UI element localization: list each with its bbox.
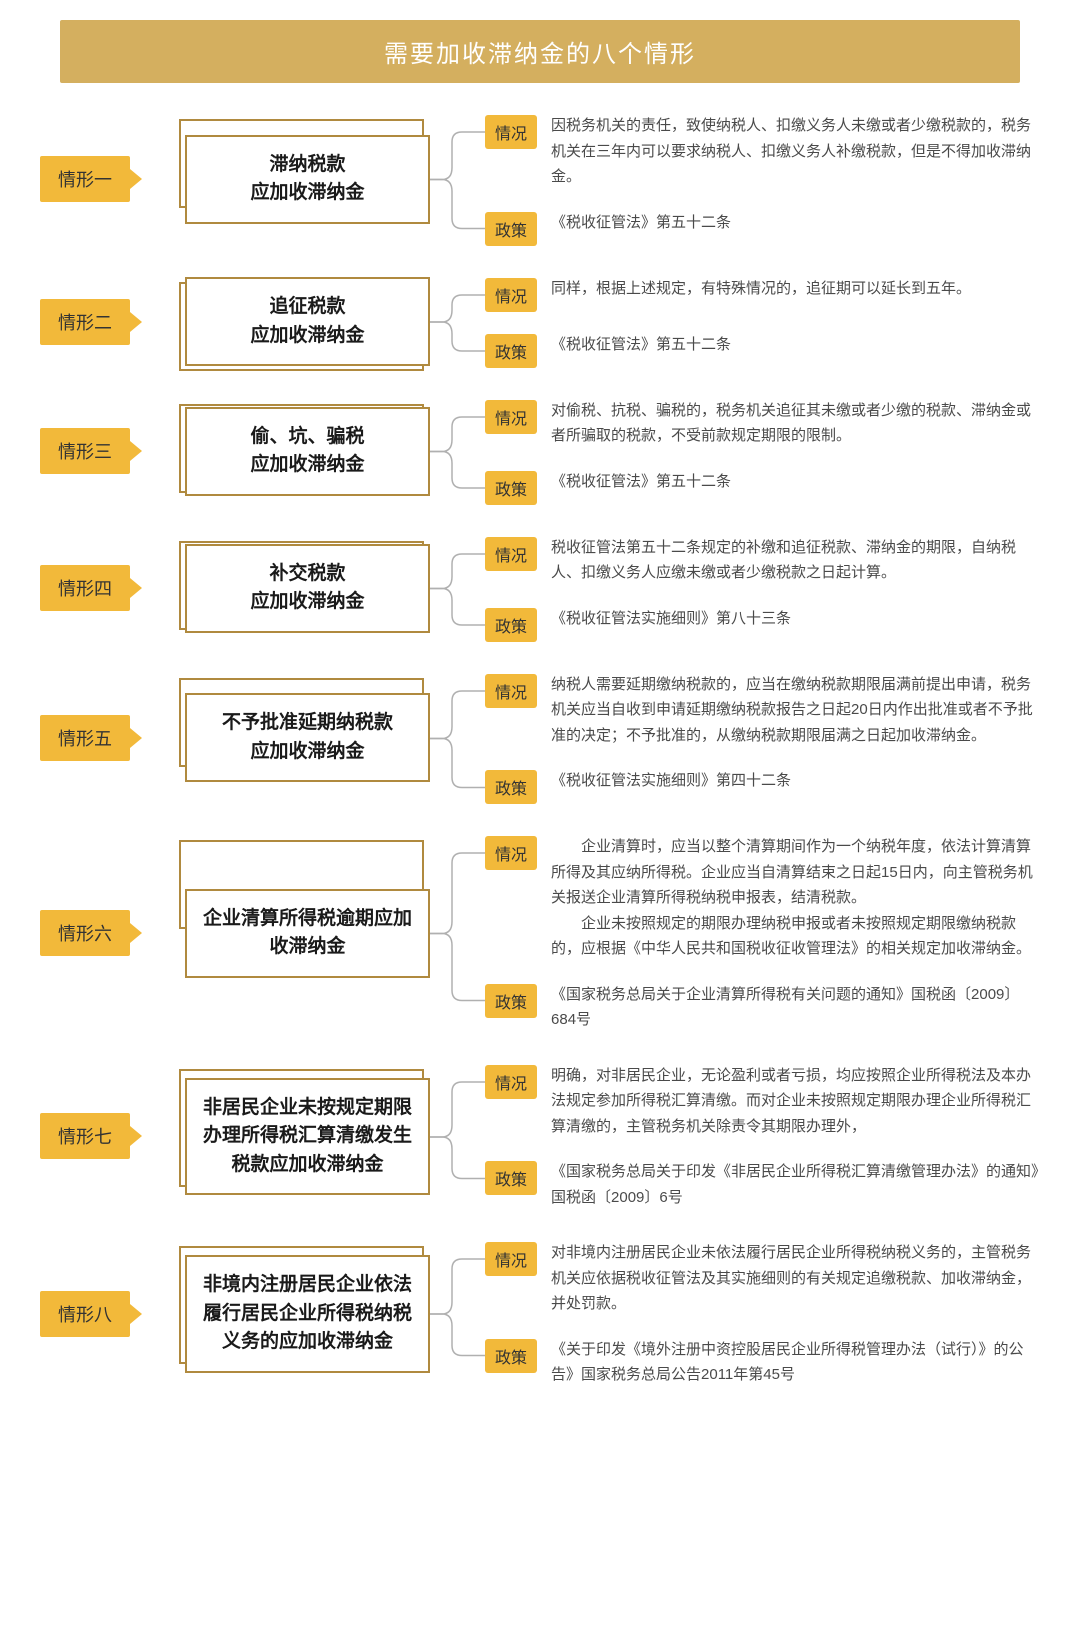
situation-text: 因税务机关的责任，致使纳税人、扣缴义务人未缴或者少缴税款的，税务机关在三年内可以… [551, 113, 1040, 190]
scenario-label: 情形三 [40, 428, 130, 474]
scenario-title-card: 偷、坑、骗税应加收滞纳金 [185, 407, 430, 496]
connector [430, 834, 485, 1033]
situation-tag: 情况 [485, 836, 537, 870]
scenario-label: 情形二 [40, 299, 130, 345]
policy-tag: 政策 [485, 770, 537, 804]
connector [430, 535, 485, 642]
bracket-icon [430, 535, 485, 642]
bracket-icon [430, 398, 485, 505]
connector [430, 398, 485, 505]
connector [430, 1063, 485, 1211]
scenario-label: 情形六 [40, 910, 130, 956]
scenario-row: 情形一 滞纳税款应加收滞纳金 情况因税务机关的责任，致使纳税人、扣缴义务人未缴或者… [40, 113, 1040, 246]
policy-text: 《税收征管法》第五十二条 [551, 210, 1040, 236]
situation-tag: 情况 [485, 674, 537, 708]
scenario-title-card: 补交税款应加收滞纳金 [185, 544, 430, 633]
policy-tag: 政策 [485, 212, 537, 246]
situation-text: 企业清算时，应当以整个清算期间作为一个纳税年度，依法计算清算所得及其应纳所得税。… [551, 834, 1040, 962]
scenario-title-card: 非居民企业未按规定期限办理所得税汇算清缴发生税款应加收滞纳金 [185, 1078, 430, 1196]
situation-tag: 情况 [485, 537, 537, 571]
page-title: 需要加收滞纳金的八个情形 [60, 20, 1020, 83]
scenario-row: 情形三 偷、坑、骗税应加收滞纳金 情况对偷税、抗税、骗税的，税务机关追征其未缴或者… [40, 398, 1040, 505]
scenario-row: 情形五 不予批准延期纳税款应加收滞纳金 情况纳税人需要延期缴纳税款的，应当在缴纳税… [40, 672, 1040, 805]
scenario-title-card: 不予批准延期纳税款应加收滞纳金 [185, 693, 430, 782]
connector [430, 113, 485, 246]
policy-text: 《关于印发《境外注册中资控股居民企业所得税管理办法（试行）》的公告》国家税务总局… [551, 1337, 1040, 1388]
situation-text: 税收征管法第五十二条规定的补缴和追征税款、滞纳金的期限，自纳税人、扣缴义务人应缴… [551, 535, 1040, 586]
connector [430, 672, 485, 805]
scenario-row: 情形二 追征税款应加收滞纳金 情况同样，根据上述规定，有特殊情况的，追征期可以延长… [40, 276, 1040, 368]
situation-tag: 情况 [485, 400, 537, 434]
situation-tag: 情况 [485, 1065, 537, 1099]
policy-tag: 政策 [485, 1161, 537, 1195]
scenario-label: 情形四 [40, 565, 130, 611]
scenario-row: 情形七 非居民企业未按规定期限办理所得税汇算清缴发生税款应加收滞纳金 情况明确，对… [40, 1063, 1040, 1211]
bracket-icon [430, 1240, 485, 1388]
situation-text: 同样，根据上述规定，有特殊情况的，追征期可以延长到五年。 [551, 276, 1040, 302]
bracket-icon [430, 672, 485, 805]
policy-tag: 政策 [485, 334, 537, 368]
policy-text: 《国家税务总局关于企业清算所得税有关问题的通知》国税函〔2009〕684号 [551, 982, 1040, 1033]
scenario-row: 情形六 企业清算所得税逾期应加收滞纳金 情况 企业清算时，应当以整个清算期间作为一… [40, 834, 1040, 1033]
policy-tag: 政策 [485, 608, 537, 642]
scenario-row: 情形八 非境内注册居民企业依法履行居民企业所得税纳税义务的应加收滞纳金 情况对非境… [40, 1240, 1040, 1388]
situation-tag: 情况 [485, 115, 537, 149]
situation-text: 对非境内注册居民企业未依法履行居民企业所得税纳税义务的，主管税务机关应依据税收征… [551, 1240, 1040, 1317]
bracket-icon [430, 113, 485, 246]
policy-text: 《国家税务总局关于印发《非居民企业所得税汇算清缴管理办法》的通知》国税函〔200… [551, 1159, 1040, 1210]
connector [430, 276, 485, 368]
scenario-label: 情形一 [40, 156, 130, 202]
situation-text: 明确，对非居民企业，无论盈利或者亏损，均应按照企业所得税法及本办法规定参加所得税… [551, 1063, 1040, 1140]
policy-text: 《税收征管法》第五十二条 [551, 469, 1040, 495]
scenario-label: 情形七 [40, 1113, 130, 1159]
situation-tag: 情况 [485, 1242, 537, 1276]
situation-text: 对偷税、抗税、骗税的，税务机关追征其未缴或者少缴的税款、滞纳金或者所骗取的税款，… [551, 398, 1040, 449]
policy-tag: 政策 [485, 471, 537, 505]
bracket-icon [430, 1063, 485, 1211]
scenario-title-card: 企业清算所得税逾期应加收滞纳金 [185, 889, 430, 978]
policy-text: 《税收征管法实施细则》第四十二条 [551, 768, 1040, 794]
scenario-row: 情形四 补交税款应加收滞纳金 情况税收征管法第五十二条规定的补缴和追征税款、滞纳金… [40, 535, 1040, 642]
situation-tag: 情况 [485, 278, 537, 312]
scenario-title-card: 非境内注册居民企业依法履行居民企业所得税纳税义务的应加收滞纳金 [185, 1255, 430, 1373]
situation-text: 纳税人需要延期缴纳税款的，应当在缴纳税款期限届满前提出申请，税务机关应当自收到申… [551, 672, 1040, 749]
scenarios-list: 情形一滞纳税款应加收滞纳金 情况因税务机关的责任，致使纳税人、扣缴义务人未缴或者… [0, 113, 1080, 1388]
connector [430, 1240, 485, 1388]
scenario-title-card: 追征税款应加收滞纳金 [185, 277, 430, 366]
policy-text: 《税收征管法》第五十二条 [551, 332, 1040, 358]
scenario-title-card: 滞纳税款应加收滞纳金 [185, 135, 430, 224]
policy-tag: 政策 [485, 984, 537, 1018]
policy-text: 《税收征管法实施细则》第八十三条 [551, 606, 1040, 632]
scenario-label: 情形五 [40, 715, 130, 761]
policy-tag: 政策 [485, 1339, 537, 1373]
scenario-label: 情形八 [40, 1291, 130, 1337]
bracket-icon [430, 276, 485, 368]
bracket-icon [430, 834, 485, 1033]
